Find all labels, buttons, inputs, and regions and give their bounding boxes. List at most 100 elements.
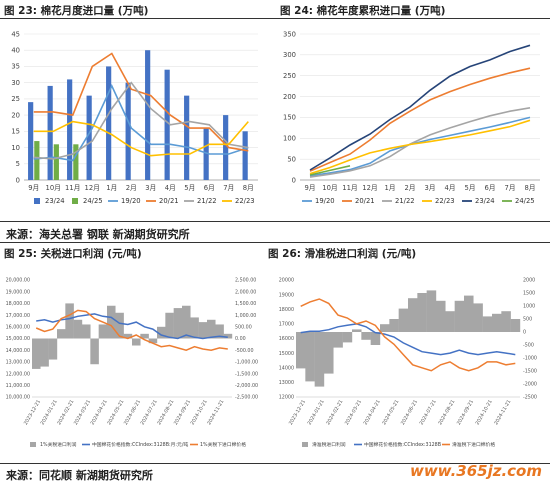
profit-bar	[107, 305, 116, 339]
bar-24/25	[73, 144, 79, 180]
y-right-tick-label: -1,500.00	[235, 371, 258, 377]
legend-label: 24/25	[515, 197, 535, 205]
x-tick-label: 2024-05-21	[381, 399, 400, 426]
profit-bar	[57, 329, 66, 339]
x-tick-label: 2月	[404, 184, 415, 192]
legend-label: 1%关税进口利润	[40, 441, 77, 448]
line-1%关税下进口棉价格	[35, 309, 228, 351]
x-tick-label: 5月	[464, 184, 475, 192]
y-right-tick-label: 1500	[523, 291, 535, 297]
divider-1	[0, 221, 550, 222]
bar-23/24	[145, 50, 151, 180]
x-tick-label: 9月	[28, 184, 39, 192]
legend-label: 中国棉花价格指数:CCIndex:3128B	[364, 441, 441, 448]
x-tick-label: 4月	[444, 184, 455, 192]
x-tick-label: 12月	[362, 184, 377, 192]
profit-bar	[445, 311, 455, 332]
x-tick-label: 4月	[165, 184, 176, 192]
x-tick-label: 2023-12-21	[288, 399, 307, 426]
legend-label: 21/22	[197, 197, 217, 205]
y-left-tick-label: 16000	[279, 336, 294, 342]
profit-bar	[436, 300, 446, 332]
profit-bar	[426, 290, 437, 332]
profit-bar	[370, 332, 381, 345]
y-tick-label: 30	[11, 79, 20, 87]
x-tick-label: 2024-09-21	[456, 399, 475, 426]
x-tick-label: 11月	[65, 184, 80, 192]
y-tick-label: 300	[283, 51, 296, 59]
y-right-tick-label: -2,000.00	[235, 383, 258, 389]
x-tick-label: 2024-06-21	[123, 399, 142, 426]
x-tick-label: 1月	[106, 184, 117, 192]
profit-bar	[48, 338, 58, 360]
line-21/22	[309, 107, 531, 178]
profit-bar	[482, 316, 493, 332]
x-tick-label: 2024-01-21	[307, 399, 326, 426]
y-tick-label: 45	[11, 30, 20, 38]
bar-23/24	[125, 82, 131, 180]
profit-bar	[123, 333, 133, 339]
y-left-tick-label: 17000	[279, 322, 294, 328]
y-right-tick-label: 500.00	[235, 325, 252, 331]
y-right-tick-label: -2,500.00	[235, 395, 258, 401]
bar-23/24	[67, 79, 73, 180]
profit-bar	[324, 332, 334, 374]
y-tick-label: 100	[283, 135, 296, 143]
y-tick-label: 25	[11, 95, 20, 103]
divider-3	[0, 463, 550, 464]
x-tick-label: 1月	[384, 184, 395, 192]
profit-bar	[182, 305, 191, 339]
x-tick-label: 2024-08-21	[437, 399, 456, 426]
x-tick-label: 2024-03-21	[73, 399, 92, 426]
y-right-tick-label: 2000	[523, 278, 535, 284]
profit-bar	[82, 324, 91, 339]
profit-bar	[314, 332, 325, 387]
x-tick-label: 6月	[204, 184, 215, 192]
y-left-tick-label: 11,000.00	[6, 383, 30, 389]
bar-23/24	[47, 85, 53, 180]
line-23/24	[309, 44, 531, 171]
profit-bar	[223, 333, 233, 339]
profit-bar	[140, 333, 149, 339]
line-中国棉花价格指数:CCIndex:3128B:月:元/吨	[36, 313, 228, 340]
y-right-tick-label: -2500	[523, 395, 537, 401]
y-left-tick-label: 12,000.00	[6, 371, 30, 377]
x-tick-label: 2024-10-21	[475, 399, 494, 426]
y-right-tick-label: -500.00	[235, 348, 254, 354]
x-tick-label: 2024-11-21	[493, 399, 512, 426]
y-right-tick-label: 0	[523, 330, 526, 336]
x-tick-label: 7月	[223, 184, 234, 192]
y-right-tick-label: -500	[523, 343, 534, 349]
bar-23/24	[106, 66, 112, 180]
x-tick-label: 2024-07-21	[140, 399, 159, 426]
x-tick-label: 2024-07-21	[419, 399, 438, 426]
chart2-title: 图 24: 棉花年度累积进口量 (万吨)	[280, 5, 446, 17]
x-tick-label: 2024-09-21	[173, 399, 192, 426]
x-tick-label: 5月	[184, 184, 195, 192]
profit-bar	[65, 303, 74, 339]
y-right-tick-label: -1000	[523, 356, 537, 362]
profit-bar	[40, 338, 49, 367]
profit-bar	[510, 319, 521, 332]
line-24/25	[309, 165, 351, 176]
x-tick-label: 10月	[322, 184, 337, 192]
y-tick-label: 200	[283, 93, 296, 101]
profit-bar	[132, 338, 141, 346]
x-tick-label: 6月	[484, 184, 495, 192]
y-tick-label: 0	[16, 176, 20, 184]
y-tick-label: 350	[283, 30, 296, 38]
y-left-tick-label: 13000	[279, 380, 294, 386]
line-22/23	[33, 120, 249, 157]
legend-label: 20/21	[355, 197, 375, 205]
y-right-tick-label: 1,500.00	[235, 301, 256, 307]
y-left-tick-label: 13,000.00	[6, 360, 30, 366]
bar-23/24	[242, 131, 248, 180]
y-tick-label: 0	[292, 176, 296, 184]
line-22/23	[309, 119, 531, 175]
profit-bar	[98, 324, 108, 339]
y-left-tick-label: 14,000.00	[6, 348, 30, 354]
profit-bar	[173, 308, 183, 339]
legend-swatch	[30, 442, 36, 447]
profit-bar	[157, 326, 166, 339]
x-tick-label: 10月	[46, 184, 61, 192]
